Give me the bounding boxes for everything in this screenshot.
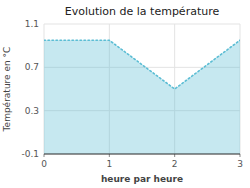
x-tick-label: 1 — [106, 159, 112, 169]
y-grid-line — [44, 154, 240, 155]
plot-area — [44, 40, 240, 154]
y-tick-label: -0.1 — [21, 149, 39, 159]
y-tick-label: 0.7 — [25, 62, 39, 72]
x-tick-label: 3 — [237, 159, 243, 169]
chart: -0.1 0.3 0.7 1.1 0 1 2 3 Evolution de la tempéra… — [0, 0, 250, 188]
grid — [44, 24, 240, 154]
x-axis-line — [44, 153, 240, 154]
area — [44, 40, 240, 154]
x-tick-label: 0 — [41, 159, 47, 169]
x-axis-label: heure par heure — [101, 174, 183, 184]
y-tick-label: 1.1 — [25, 19, 39, 29]
x-tick-label: 2 — [172, 159, 178, 169]
y-grid-line — [44, 24, 240, 25]
title: Evolution de la température — [65, 5, 220, 18]
line — [44, 40, 240, 89]
y-tick-label: 0.3 — [25, 106, 39, 116]
y-axis-label: Température en °C — [2, 47, 12, 133]
